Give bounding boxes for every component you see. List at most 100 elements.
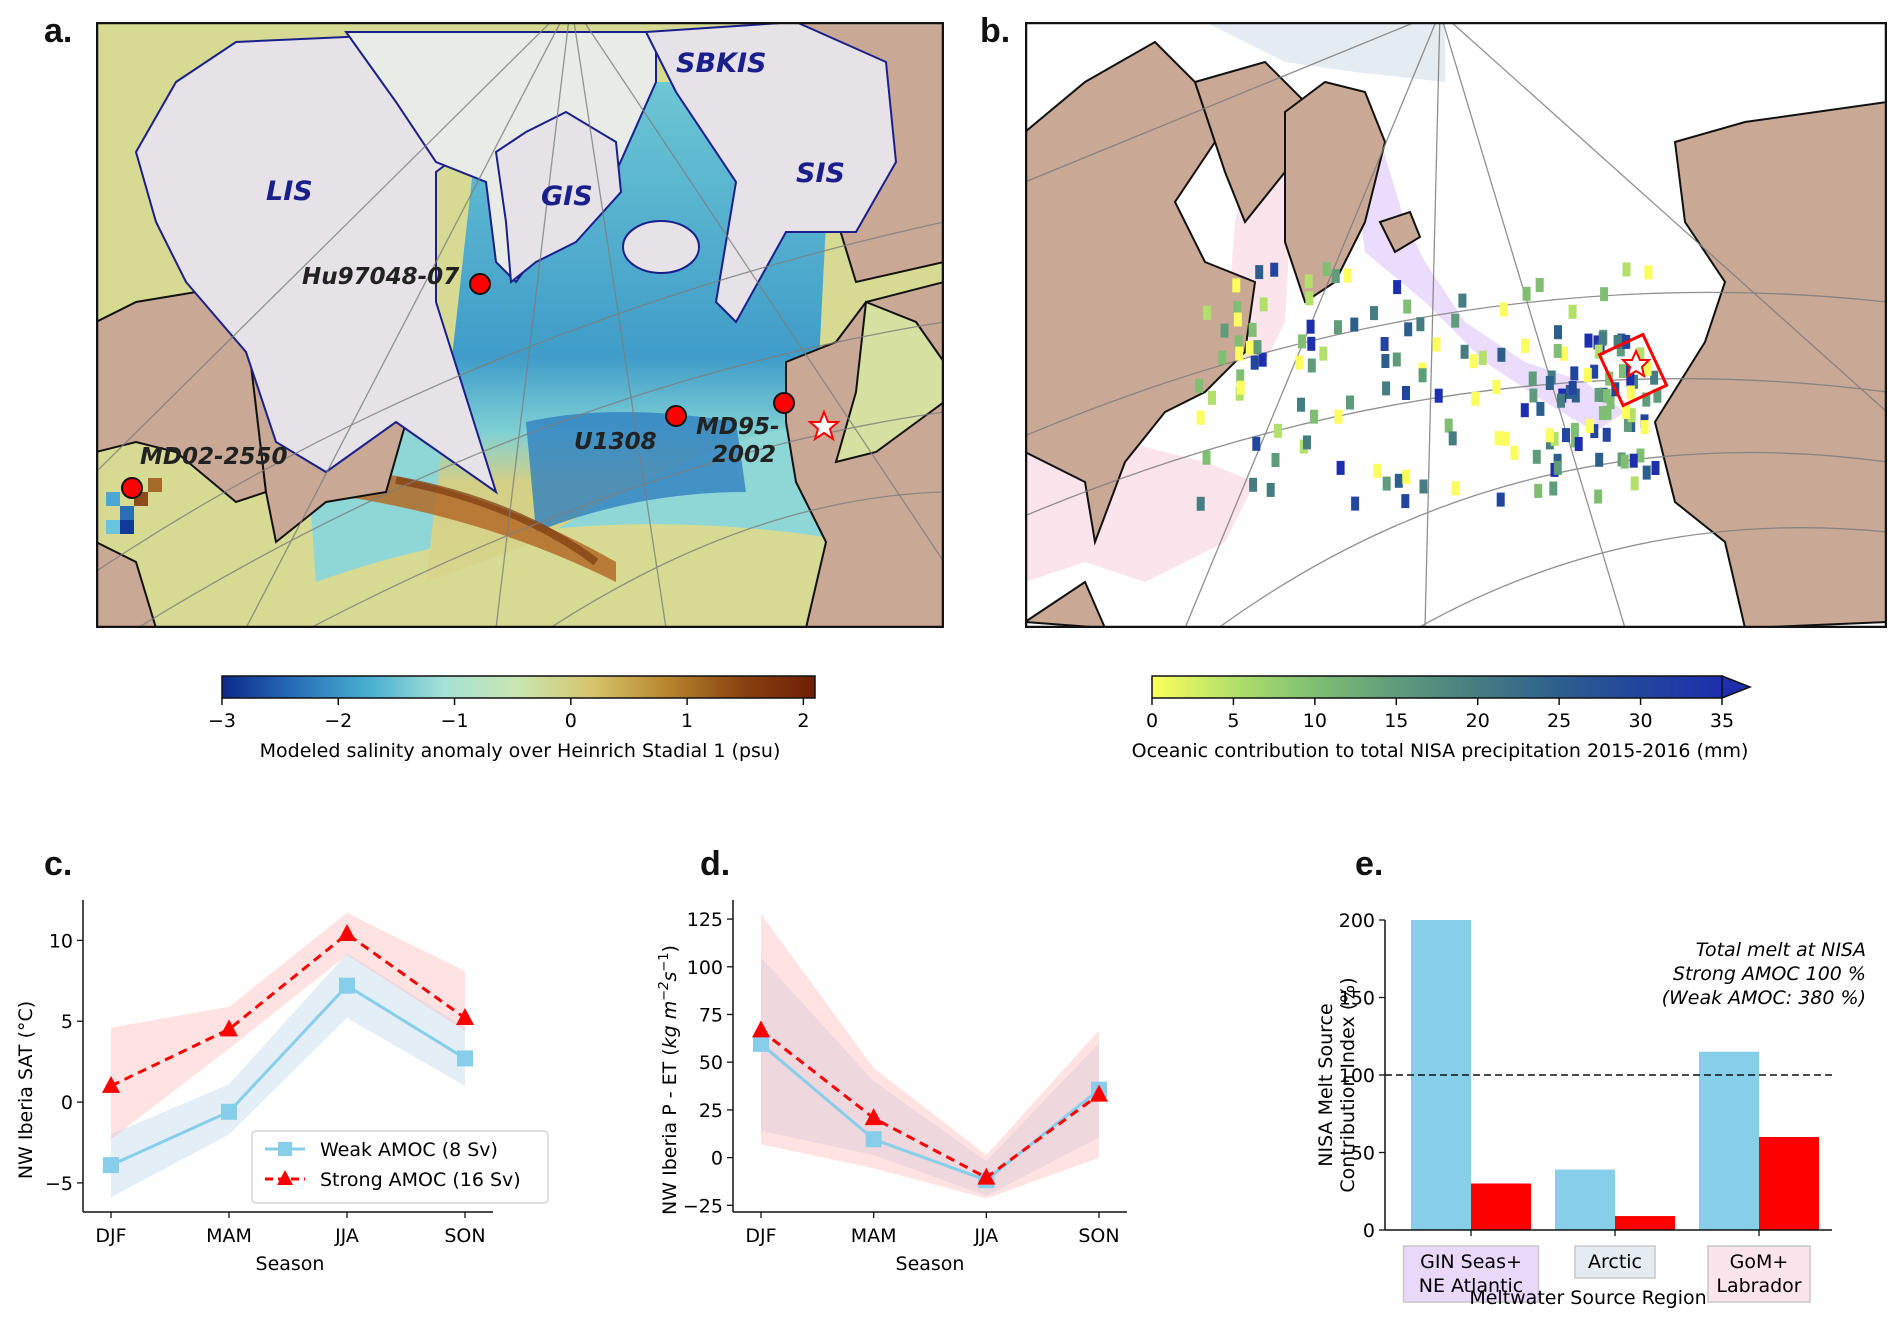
chart-d-pet: −25 0 25 50 75 100 125 DJF MAM JJA SON Season NW I… bbox=[657, 900, 1127, 1275]
precipitation-cell bbox=[1418, 368, 1427, 383]
precipitation-cell bbox=[1403, 299, 1412, 314]
precipitation-cell bbox=[1195, 378, 1204, 393]
precipitation-cell bbox=[1574, 437, 1583, 451]
legend-strong-label: Strong AMOC (16 Sv) bbox=[320, 1169, 521, 1191]
precipitation-cell bbox=[1305, 291, 1314, 306]
precipitation-cell bbox=[1602, 427, 1611, 442]
precipitation-cell bbox=[1233, 301, 1242, 316]
land-north-america bbox=[1025, 40, 1257, 546]
colorbar-precipitation-label: Oceanic contribution to total NISA preci… bbox=[1132, 740, 1749, 762]
precipitation-cell bbox=[1393, 280, 1402, 295]
precipitation-cell bbox=[1271, 453, 1280, 467]
precipitation-cell bbox=[1626, 385, 1635, 400]
precipitation-cell bbox=[1220, 323, 1229, 338]
y-tick-label: 50 bbox=[699, 1052, 723, 1074]
uncertainty-band-strong bbox=[761, 913, 1099, 1199]
precipitation-cell bbox=[1196, 410, 1205, 425]
label-site-md95-line2: 2002 bbox=[712, 442, 776, 468]
label-sbkis: SBKIS bbox=[676, 48, 766, 79]
precipitation-cell bbox=[1499, 302, 1508, 317]
y-tick-label: 0 bbox=[711, 1148, 723, 1170]
precipitation-cell bbox=[1336, 460, 1345, 475]
colorbar-tick-label: 10 bbox=[1303, 710, 1327, 732]
precipitation-cell bbox=[1492, 379, 1501, 394]
salinity-core-fresh bbox=[526, 412, 746, 532]
map-a-frame bbox=[96, 22, 944, 628]
precipitation-cell bbox=[1585, 419, 1594, 434]
data-point-strong bbox=[1090, 1084, 1108, 1102]
bar-strong bbox=[1615, 1216, 1675, 1230]
precipitation-cell bbox=[1306, 319, 1315, 334]
precipitation-cell bbox=[1351, 496, 1360, 511]
site-marker-md02 bbox=[121, 477, 143, 499]
colorbar-tick-label: 0 bbox=[565, 710, 577, 732]
x-tick-label: GIN Seas+ bbox=[1420, 1251, 1522, 1273]
precipitation-cell bbox=[1594, 344, 1603, 359]
y-tick-label: 0 bbox=[1363, 1220, 1375, 1242]
colorbar-tick-label: 30 bbox=[1628, 710, 1652, 732]
data-point-strong bbox=[864, 1108, 883, 1126]
precipitation-cell bbox=[1258, 352, 1267, 367]
precipitation-cell bbox=[1643, 361, 1652, 376]
data-point-weak bbox=[865, 1131, 882, 1148]
precipitation-cell bbox=[1402, 469, 1411, 484]
data-point-strong bbox=[338, 923, 356, 941]
panel-label-c: c. bbox=[44, 845, 73, 883]
precipitation-cell bbox=[1236, 369, 1245, 384]
chart-c-sat: −5 0 5 10 DJF MAM JJA SON Season NW Iberia SAT … bbox=[15, 900, 549, 1275]
colorbar-salinity-label: Modeled salinity anomaly over Heinrich S… bbox=[260, 740, 781, 762]
data-point-strong bbox=[752, 1020, 770, 1038]
precipitation-cell bbox=[1303, 435, 1311, 450]
category-label-box bbox=[1402, 1245, 1540, 1303]
precipitation-cell bbox=[1630, 476, 1639, 491]
precipitation-cell bbox=[1571, 388, 1580, 403]
precipitation-cell bbox=[1627, 408, 1636, 423]
precipitation-cell bbox=[1248, 322, 1257, 337]
precipitation-cell bbox=[1528, 371, 1537, 386]
chart-e-annotation-line1: Total melt at NISA bbox=[1696, 939, 1866, 961]
colorbar-extend-arrow bbox=[1721, 674, 1753, 700]
precipitation-cell bbox=[1636, 347, 1645, 362]
precipitation-cell bbox=[1636, 448, 1645, 463]
y-tick-label: −25 bbox=[683, 1195, 723, 1217]
x-tick-label: DJF bbox=[745, 1225, 776, 1247]
colorbar-tick-label: 5 bbox=[1227, 710, 1239, 732]
precipitation-cell bbox=[1402, 386, 1410, 400]
data-point-weak bbox=[103, 1157, 119, 1174]
data-point-strong bbox=[977, 1167, 996, 1185]
chart-e-annotation-line3: (Weak AMOC: 380 %) bbox=[1662, 987, 1866, 1009]
precipitation-cell bbox=[1535, 278, 1544, 292]
category-label-box bbox=[1707, 1245, 1811, 1303]
x-tick-label: Labrador bbox=[1716, 1275, 1801, 1297]
precipitation-cell bbox=[1401, 494, 1410, 509]
precipitation-cell bbox=[1546, 428, 1554, 443]
precipitation-cell bbox=[1618, 364, 1627, 379]
data-point-strong bbox=[102, 1075, 120, 1093]
x-tick-label: DJF bbox=[95, 1225, 126, 1247]
precipitation-cell bbox=[1616, 342, 1625, 357]
site-marker-u1308 bbox=[665, 405, 687, 427]
x-tick-label: JJA bbox=[973, 1225, 998, 1247]
precipitation-cell bbox=[1521, 338, 1530, 353]
precipitation-cell bbox=[1343, 268, 1352, 283]
precipitation-cell bbox=[1295, 355, 1304, 370]
precipitation-cell bbox=[1245, 340, 1254, 355]
land-florida-mexico bbox=[96, 540, 158, 628]
region-arctic bbox=[1205, 22, 1445, 82]
y-tick-label: 150 bbox=[1339, 988, 1375, 1010]
chart-e-melt-index: GIN Seas+NE Atlantic Arctic GoM+Labrador 0 5… bbox=[1315, 910, 1866, 1309]
label-sis: SIS bbox=[796, 158, 845, 189]
precipitation-cell bbox=[1252, 436, 1261, 451]
y-tick-label: 25 bbox=[699, 1100, 723, 1122]
precipitation-cell bbox=[1203, 305, 1212, 320]
label-site-u1308: U1308 bbox=[574, 429, 657, 455]
bar-strong bbox=[1471, 1183, 1531, 1230]
precipitation-cell bbox=[1460, 344, 1469, 359]
precipitation-cell bbox=[1598, 331, 1607, 346]
precipitation-cell bbox=[1622, 262, 1631, 277]
x-tick-label: MAM bbox=[206, 1225, 252, 1247]
data-point-strong bbox=[456, 1008, 474, 1026]
y-tick-label: 100 bbox=[1339, 1065, 1375, 1087]
precipitation-cell bbox=[1603, 405, 1612, 420]
precipitation-cell bbox=[1416, 317, 1425, 332]
